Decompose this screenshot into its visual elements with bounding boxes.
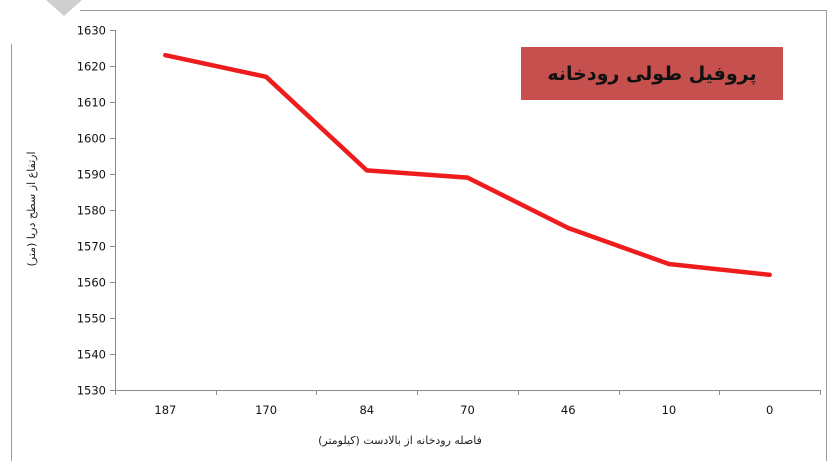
data-point	[263, 74, 269, 80]
x-tick-label: 84	[359, 403, 374, 417]
x-tick-label: 170	[255, 403, 277, 417]
y-tick-label: 1630	[77, 24, 106, 38]
y-tick-label: 1550	[77, 312, 106, 326]
data-point	[566, 225, 571, 231]
y-tick-label: 1620	[77, 60, 106, 74]
x-tick-label: 46	[561, 403, 576, 417]
data-point	[364, 168, 369, 173]
series-layer	[163, 52, 772, 278]
y-tick-label: 1590	[77, 168, 106, 182]
x-tick-label: 187	[154, 403, 176, 417]
y-tick-label: 1580	[77, 204, 106, 218]
y-tick-label: 1540	[77, 348, 106, 362]
chart-title-box	[521, 47, 783, 100]
data-point	[666, 261, 672, 267]
data-point	[767, 272, 772, 277]
y-tick-label: 1560	[77, 276, 106, 290]
x-axis-title: فاصله رودخانه از بالادست (کیلومتر)	[318, 434, 482, 447]
x-tick-label: 10	[662, 403, 677, 417]
x-axis: 187 170 84 70 46 10 0	[115, 390, 821, 417]
data-point	[465, 175, 470, 180]
y-tick-label: 1600	[77, 132, 106, 146]
y-tick-label: 1530	[77, 384, 106, 398]
chart-title: پروفیل طولی رودخانه	[547, 63, 756, 85]
y-axis: 1530 1540 1550 1560 1570 1580 1590 1600 1610 1620…	[77, 24, 116, 398]
page-corner-graphic	[46, 0, 82, 16]
data-point	[163, 53, 168, 58]
y-axis-title: ارتفاع از سطح دریا (متر)	[25, 151, 38, 266]
y-tick-label: 1610	[77, 96, 106, 110]
x-tick-label: 0	[766, 403, 773, 417]
x-tick-label: 70	[460, 403, 475, 417]
y-tick-label: 1570	[77, 240, 106, 254]
